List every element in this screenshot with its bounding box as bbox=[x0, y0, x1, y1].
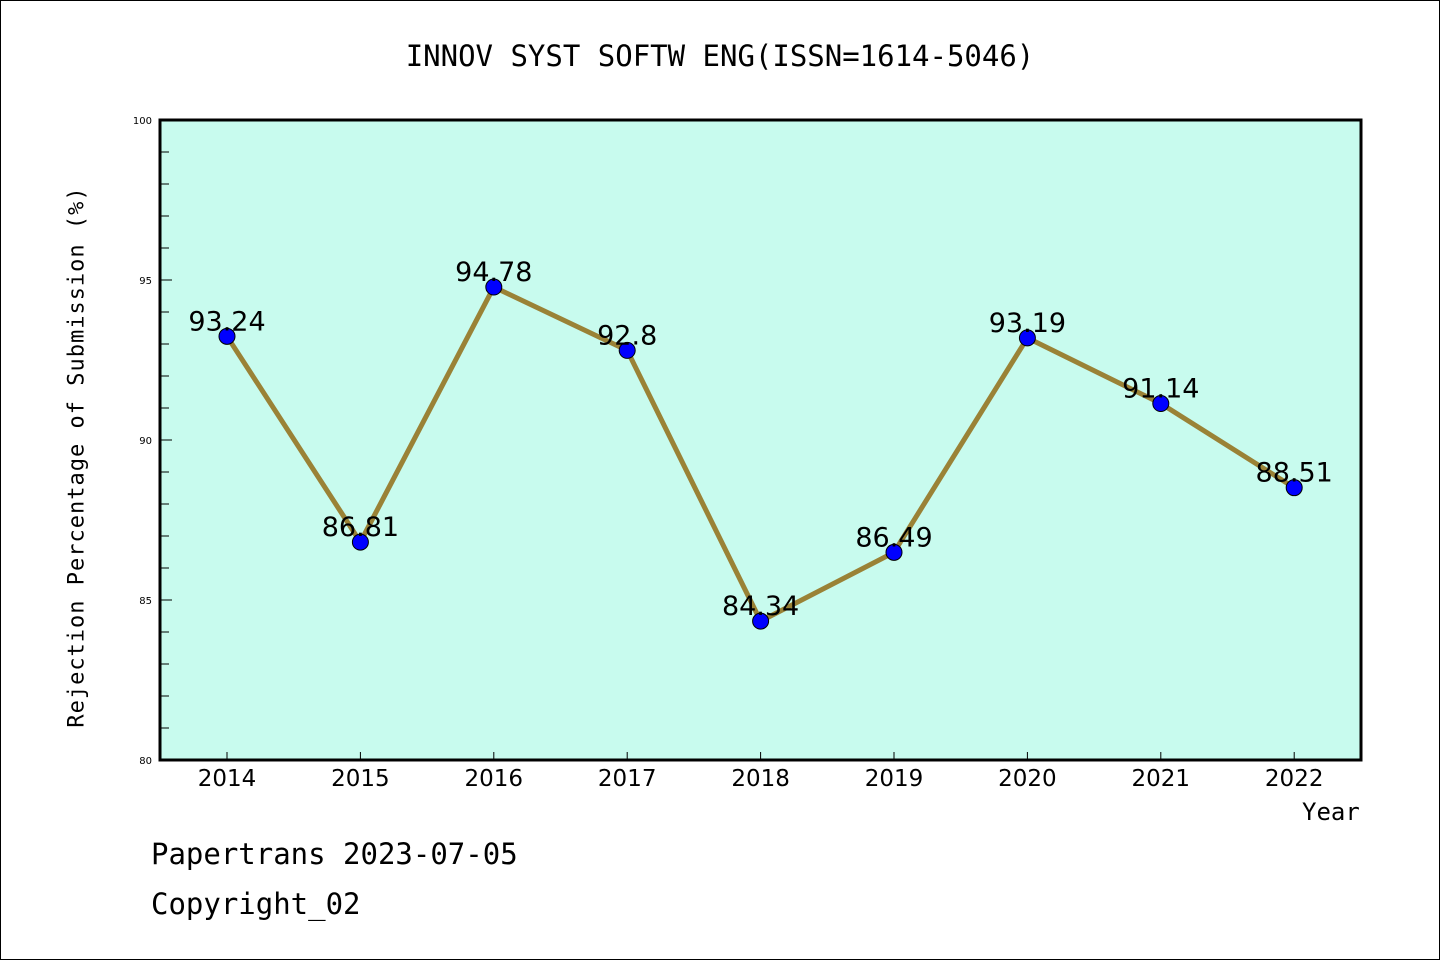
data-label: 86.81 bbox=[322, 512, 399, 543]
x-tick-label: 2019 bbox=[865, 766, 924, 792]
x-tick-label: 2015 bbox=[331, 766, 390, 792]
x-tick-label: 2014 bbox=[198, 766, 257, 792]
y-tick-label: 90 bbox=[139, 436, 152, 447]
data-point bbox=[218, 327, 236, 345]
data-label: 93.24 bbox=[188, 306, 265, 337]
y-tick-label: 85 bbox=[139, 596, 152, 607]
data-label: 91.14 bbox=[1122, 374, 1199, 405]
chart-title: INNOV SYST SOFTW ENG(ISSN=1614-5046) bbox=[405, 39, 1035, 73]
footer-date: Papertrans 2023-07-05 bbox=[151, 837, 518, 871]
data-point bbox=[885, 543, 903, 561]
data-point bbox=[618, 341, 636, 359]
data-label: 88.51 bbox=[1256, 458, 1333, 489]
data-point bbox=[1018, 329, 1036, 347]
data-point bbox=[351, 533, 369, 551]
x-tick-label: 2020 bbox=[998, 766, 1057, 792]
x-tick-label: 2021 bbox=[1132, 766, 1191, 792]
data-label: 94.78 bbox=[455, 257, 532, 288]
data-label: 92.8 bbox=[597, 320, 657, 351]
data-label: 93.19 bbox=[989, 308, 1066, 339]
data-point bbox=[1285, 479, 1303, 497]
data-point bbox=[1152, 395, 1170, 413]
x-tick-label: 2022 bbox=[1265, 766, 1324, 792]
plot-background bbox=[160, 120, 1361, 760]
footer-copyright: Copyright_02 bbox=[151, 887, 361, 921]
y-tick-label: 80 bbox=[139, 756, 152, 767]
plot-frame bbox=[158, 118, 1363, 762]
y-tick-label: 100 bbox=[133, 116, 152, 127]
x-tick-label: 2018 bbox=[731, 766, 790, 792]
x-axis-label: Year bbox=[1302, 798, 1360, 826]
data-point bbox=[752, 612, 770, 630]
data-label: 86.49 bbox=[855, 522, 932, 553]
y-tick-label: 95 bbox=[139, 276, 152, 287]
y-axis-label: Rejection Percentage of Submission (%) bbox=[64, 186, 90, 728]
x-tick-label: 2016 bbox=[465, 766, 524, 792]
data-label: 84.34 bbox=[722, 591, 799, 622]
x-tick-label: 2017 bbox=[598, 766, 657, 792]
data-point bbox=[485, 278, 503, 296]
